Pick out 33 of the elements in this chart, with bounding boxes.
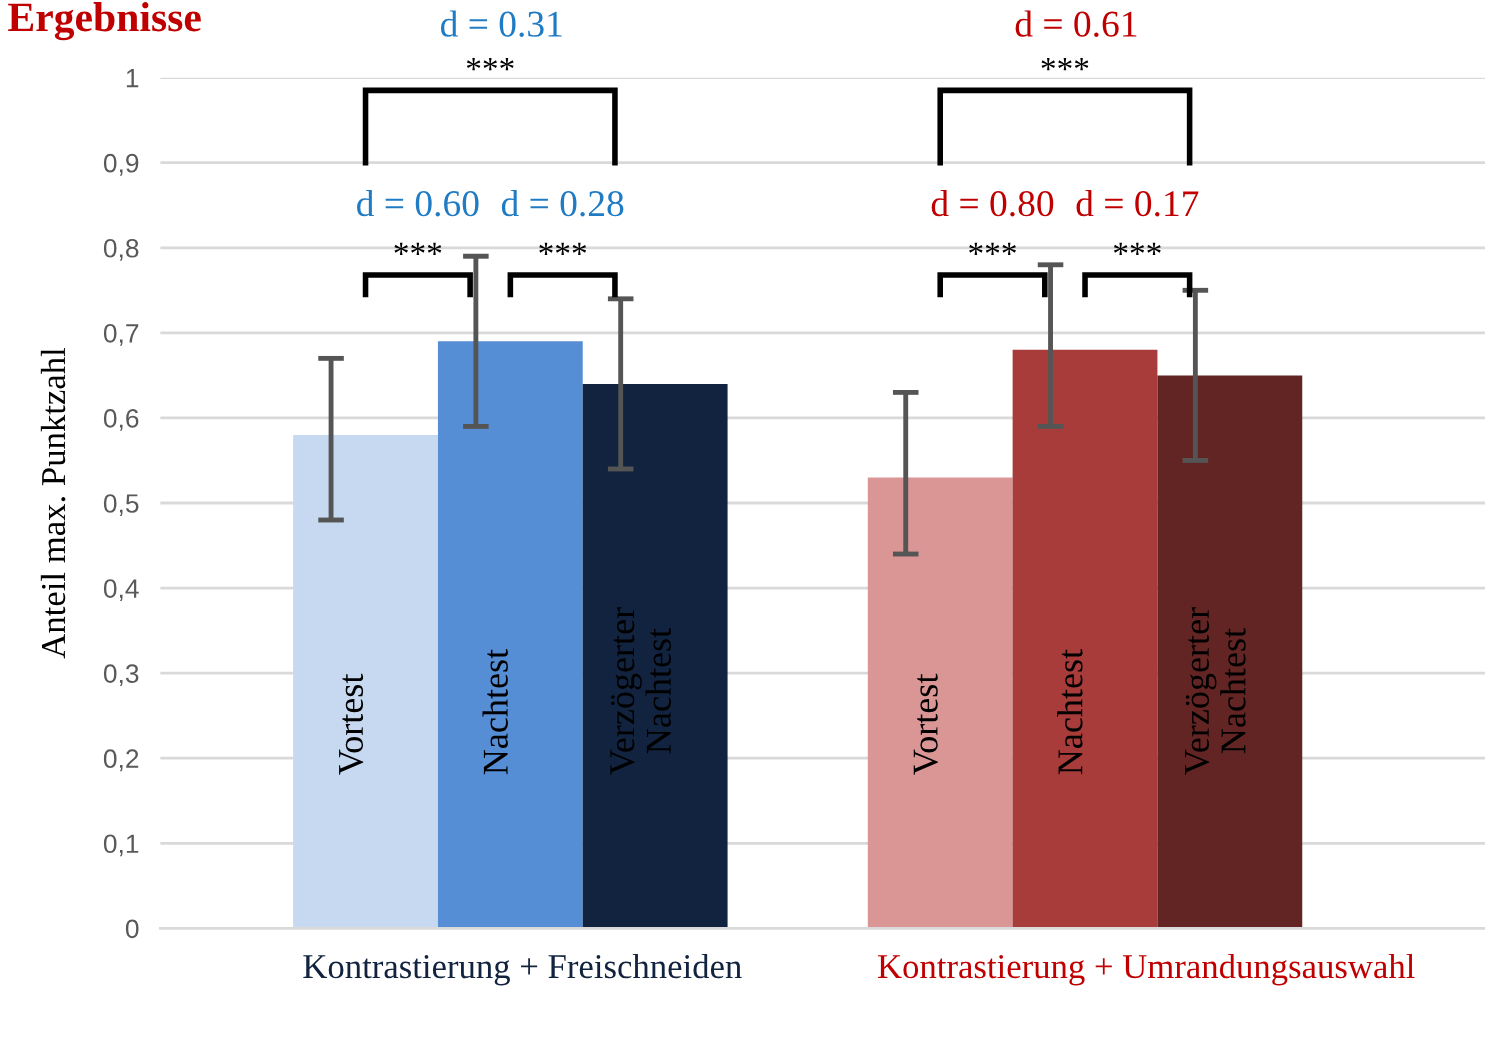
series-label: Vortest <box>339 673 364 775</box>
y-tick-label: 0,2 <box>103 749 139 772</box>
annotation: *** <box>969 242 1016 255</box>
text: d = 0.31 <box>440 10 562 37</box>
text: d = 0.61 <box>1015 10 1137 37</box>
x-tick-label: Kontrastierung + Freischneiden <box>303 953 742 986</box>
annotation: *** <box>1113 242 1161 255</box>
annotation: d = 0.17 <box>1076 189 1199 217</box>
y-tick-label: 0,9 <box>103 153 139 176</box>
annotation: d = 0.60 <box>357 189 479 217</box>
y-tick-label: 0,6 <box>103 409 139 431</box>
x-tick-label: Kontrastierung + Umrandungsauswahl <box>877 953 1415 986</box>
y-tick-label: 1 <box>126 69 139 88</box>
annotation: *** <box>539 242 587 255</box>
y-tick-label: 0,3 <box>103 664 139 687</box>
series-label: Verzögerter Nachtest <box>1185 607 1246 775</box>
text: Verzögerter Nachtest <box>610 607 671 775</box>
y-axis-title: Anteil max. Punktzahl <box>40 347 66 659</box>
y-tick-label: 0 <box>125 919 139 939</box>
chart-title: Ergebnisse <box>8 2 201 41</box>
text: Nachtest <box>1057 649 1083 775</box>
y-tick-label: 0,4 <box>103 579 139 602</box>
text: *** <box>1041 58 1089 71</box>
series-label: Nachtest <box>482 649 508 775</box>
y-tick-label: 0,7 <box>103 323 139 346</box>
annotation: *** <box>394 242 442 255</box>
text: *** <box>466 58 514 71</box>
y-tick-label: 0,5 <box>103 494 139 516</box>
y-tick-label: 0,1 <box>103 834 139 857</box>
y-tick-label: 0,8 <box>103 238 139 261</box>
annotation: d = 0.28 <box>501 189 624 217</box>
annotation: d = 0.80 <box>931 189 1054 217</box>
text: Vortest <box>913 673 938 775</box>
